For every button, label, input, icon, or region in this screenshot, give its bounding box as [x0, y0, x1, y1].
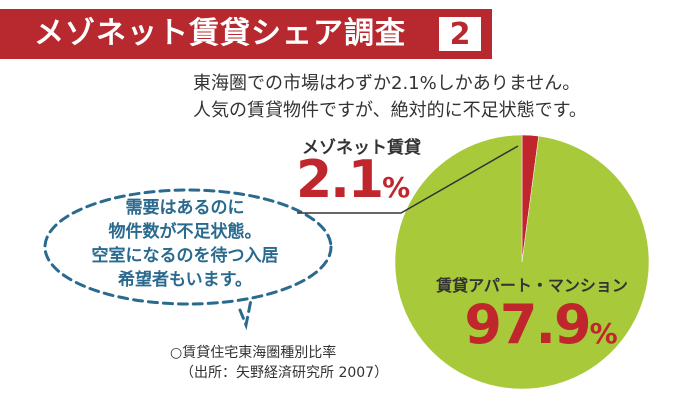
title-banner: メゾネット賃貸シェア調査 2 [0, 9, 492, 59]
slice-label-maisonette: メゾネット賃貸 [302, 138, 421, 158]
bubble-line-4: 希望者もいます。 [118, 270, 252, 290]
bubble-line-1: 需要はあるのに [125, 198, 245, 218]
pie-slices [394, 134, 650, 390]
source-line-1: ○賃貸住宅東海圏種別比率 [170, 345, 337, 361]
minor-slice-leader-line [297, 145, 519, 214]
slice-value-apartment: 97.9% [440, 295, 640, 355]
slice-value-apartment-number: 97.9 [464, 293, 591, 356]
lead-text: 東海圏での市場はわずか2.1%しかありません。 人気の賃貸物件ですが、絶対的に不… [193, 70, 693, 124]
lead-line-2: 人気の賃貸物件ですが、絶対的に不足状態です。 [193, 100, 587, 121]
lead-line-1: 東海圏での市場はわずか2.1%しかありません。 [193, 73, 581, 94]
slice-value-maisonette-number: 2.1 [296, 150, 384, 210]
slice-value-maisonette: 2.1% [296, 150, 410, 210]
source-note: ○賃貸住宅東海圏種別比率 （出所：矢野経済研究所 2007） [170, 343, 388, 383]
slice-value-maisonette-unit: % [382, 171, 410, 204]
bubble-line-3: 空室になるのを待つ入居 [91, 246, 279, 266]
speech-bubble [43, 188, 333, 306]
slice-label-apartment: 賃貸アパート・マンション [436, 276, 628, 295]
page-title: メゾネット賃貸シェア調査 [34, 16, 406, 51]
source-line-2: （出所：矢野経済研究所 2007） [180, 365, 389, 381]
section-number-badge: 2 [437, 15, 483, 53]
speech-bubble-outline [238, 293, 254, 331]
slice-value-apartment-unit: % [589, 317, 618, 350]
speech-bubble-text: 需要はあるのに 物件数が不足状態。 空室になるのを待つ入居 希望者もいます。 [60, 196, 310, 292]
pie-slice-1 [394, 134, 650, 390]
bubble-line-2: 物件数が不足状態。 [108, 222, 262, 242]
